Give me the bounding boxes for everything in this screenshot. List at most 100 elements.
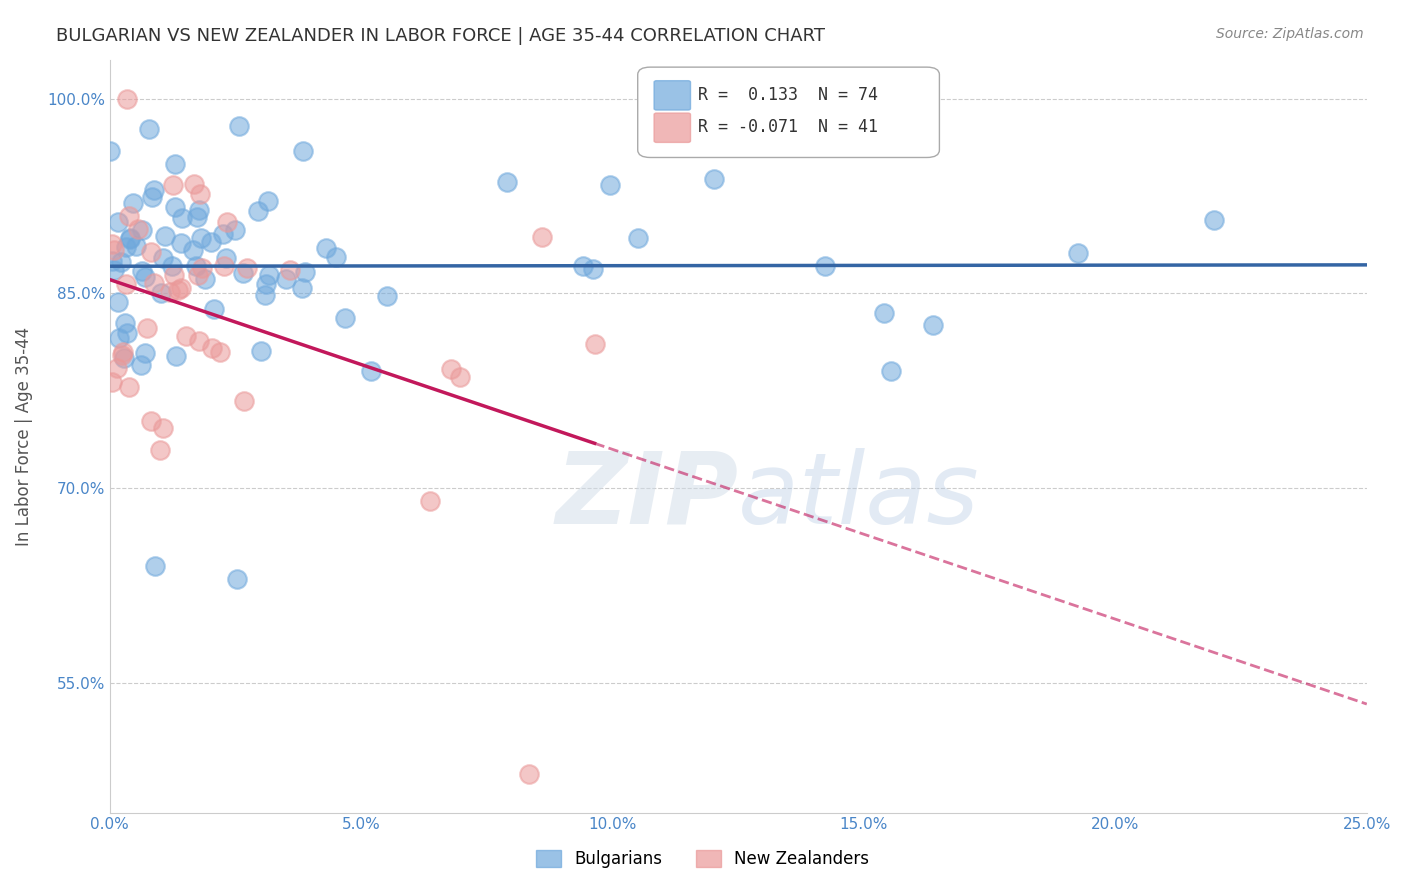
Point bbox=[254, 277, 277, 291]
Point bbox=[274, 272, 297, 286]
Point bbox=[143, 558, 166, 573]
Point bbox=[153, 229, 176, 244]
Text: R =  0.133  N = 74: R = 0.133 N = 74 bbox=[697, 86, 879, 104]
Point bbox=[118, 232, 141, 246]
Point bbox=[333, 310, 356, 325]
Point bbox=[184, 259, 207, 273]
Point bbox=[200, 235, 222, 249]
Point bbox=[294, 265, 316, 279]
Point bbox=[187, 203, 209, 218]
Point bbox=[148, 443, 170, 458]
Point bbox=[291, 145, 314, 159]
Point bbox=[110, 255, 132, 269]
Point bbox=[202, 301, 225, 316]
Point bbox=[259, 268, 281, 282]
Point bbox=[599, 178, 621, 192]
Point bbox=[129, 358, 152, 372]
Point bbox=[194, 272, 217, 286]
Point bbox=[142, 183, 165, 197]
Point bbox=[209, 345, 232, 359]
Point bbox=[118, 209, 141, 223]
Point bbox=[136, 321, 159, 335]
Point bbox=[163, 157, 186, 171]
Point bbox=[517, 766, 540, 780]
Point bbox=[186, 211, 208, 225]
Point bbox=[257, 194, 280, 209]
Point bbox=[278, 262, 301, 277]
Point bbox=[212, 227, 235, 241]
Point bbox=[187, 334, 209, 348]
Text: R = -0.071  N = 41: R = -0.071 N = 41 bbox=[697, 119, 879, 136]
Point bbox=[127, 222, 149, 236]
Point bbox=[134, 270, 156, 285]
Point bbox=[98, 145, 121, 159]
Point bbox=[873, 306, 896, 320]
Point bbox=[440, 361, 463, 376]
Point bbox=[449, 370, 471, 384]
Point bbox=[163, 268, 186, 282]
Y-axis label: In Labor Force | Age 35-44: In Labor Force | Age 35-44 bbox=[15, 326, 32, 546]
Point bbox=[419, 494, 441, 508]
Point bbox=[117, 91, 139, 105]
Point bbox=[191, 261, 214, 276]
Point bbox=[246, 204, 269, 219]
Point bbox=[201, 341, 224, 355]
Point bbox=[117, 380, 139, 394]
Point bbox=[360, 364, 382, 378]
Point bbox=[112, 351, 135, 365]
Point bbox=[188, 187, 211, 202]
Text: BULGARIAN VS NEW ZEALANDER IN LABOR FORCE | AGE 35-44 CORRELATION CHART: BULGARIAN VS NEW ZEALANDER IN LABOR FORC… bbox=[56, 27, 825, 45]
Point bbox=[572, 259, 595, 273]
Point bbox=[187, 268, 209, 282]
Point bbox=[232, 394, 254, 409]
Point bbox=[214, 259, 236, 273]
Point bbox=[139, 414, 162, 428]
Point bbox=[315, 241, 337, 255]
Point bbox=[141, 245, 163, 260]
Point bbox=[115, 326, 138, 340]
Point bbox=[880, 364, 903, 378]
Point bbox=[115, 240, 138, 254]
Point bbox=[375, 289, 398, 303]
Point bbox=[107, 331, 129, 345]
Point bbox=[703, 172, 725, 186]
Point bbox=[150, 286, 173, 301]
Point bbox=[921, 318, 943, 332]
Point bbox=[100, 253, 122, 268]
Point bbox=[111, 348, 134, 362]
Point bbox=[167, 283, 190, 297]
Point bbox=[530, 230, 553, 244]
Point bbox=[131, 263, 153, 277]
Point bbox=[125, 238, 148, 252]
Point bbox=[582, 262, 605, 277]
Point bbox=[236, 260, 259, 275]
Point bbox=[101, 236, 124, 251]
Point bbox=[253, 288, 276, 302]
Point bbox=[118, 231, 141, 245]
Point bbox=[181, 243, 204, 257]
Point bbox=[1067, 245, 1090, 260]
Point bbox=[111, 345, 134, 359]
Point bbox=[101, 375, 124, 389]
Point bbox=[169, 235, 191, 250]
Point bbox=[183, 177, 205, 191]
Point bbox=[103, 262, 125, 277]
Point bbox=[232, 266, 254, 280]
Point bbox=[159, 285, 181, 299]
Point bbox=[583, 337, 606, 351]
Point bbox=[226, 572, 249, 586]
Point bbox=[163, 200, 186, 214]
Point bbox=[174, 328, 197, 343]
Point bbox=[105, 361, 128, 376]
Point bbox=[141, 190, 163, 204]
Point bbox=[166, 349, 188, 363]
Point bbox=[170, 281, 193, 295]
Point bbox=[496, 176, 519, 190]
Point bbox=[142, 276, 165, 290]
Point bbox=[170, 211, 193, 225]
Legend: Bulgarians, New Zealanders: Bulgarians, New Zealanders bbox=[530, 843, 876, 875]
Point bbox=[121, 196, 143, 211]
Point bbox=[138, 122, 160, 136]
Text: Source: ZipAtlas.com: Source: ZipAtlas.com bbox=[1216, 27, 1364, 41]
Point bbox=[107, 295, 129, 310]
